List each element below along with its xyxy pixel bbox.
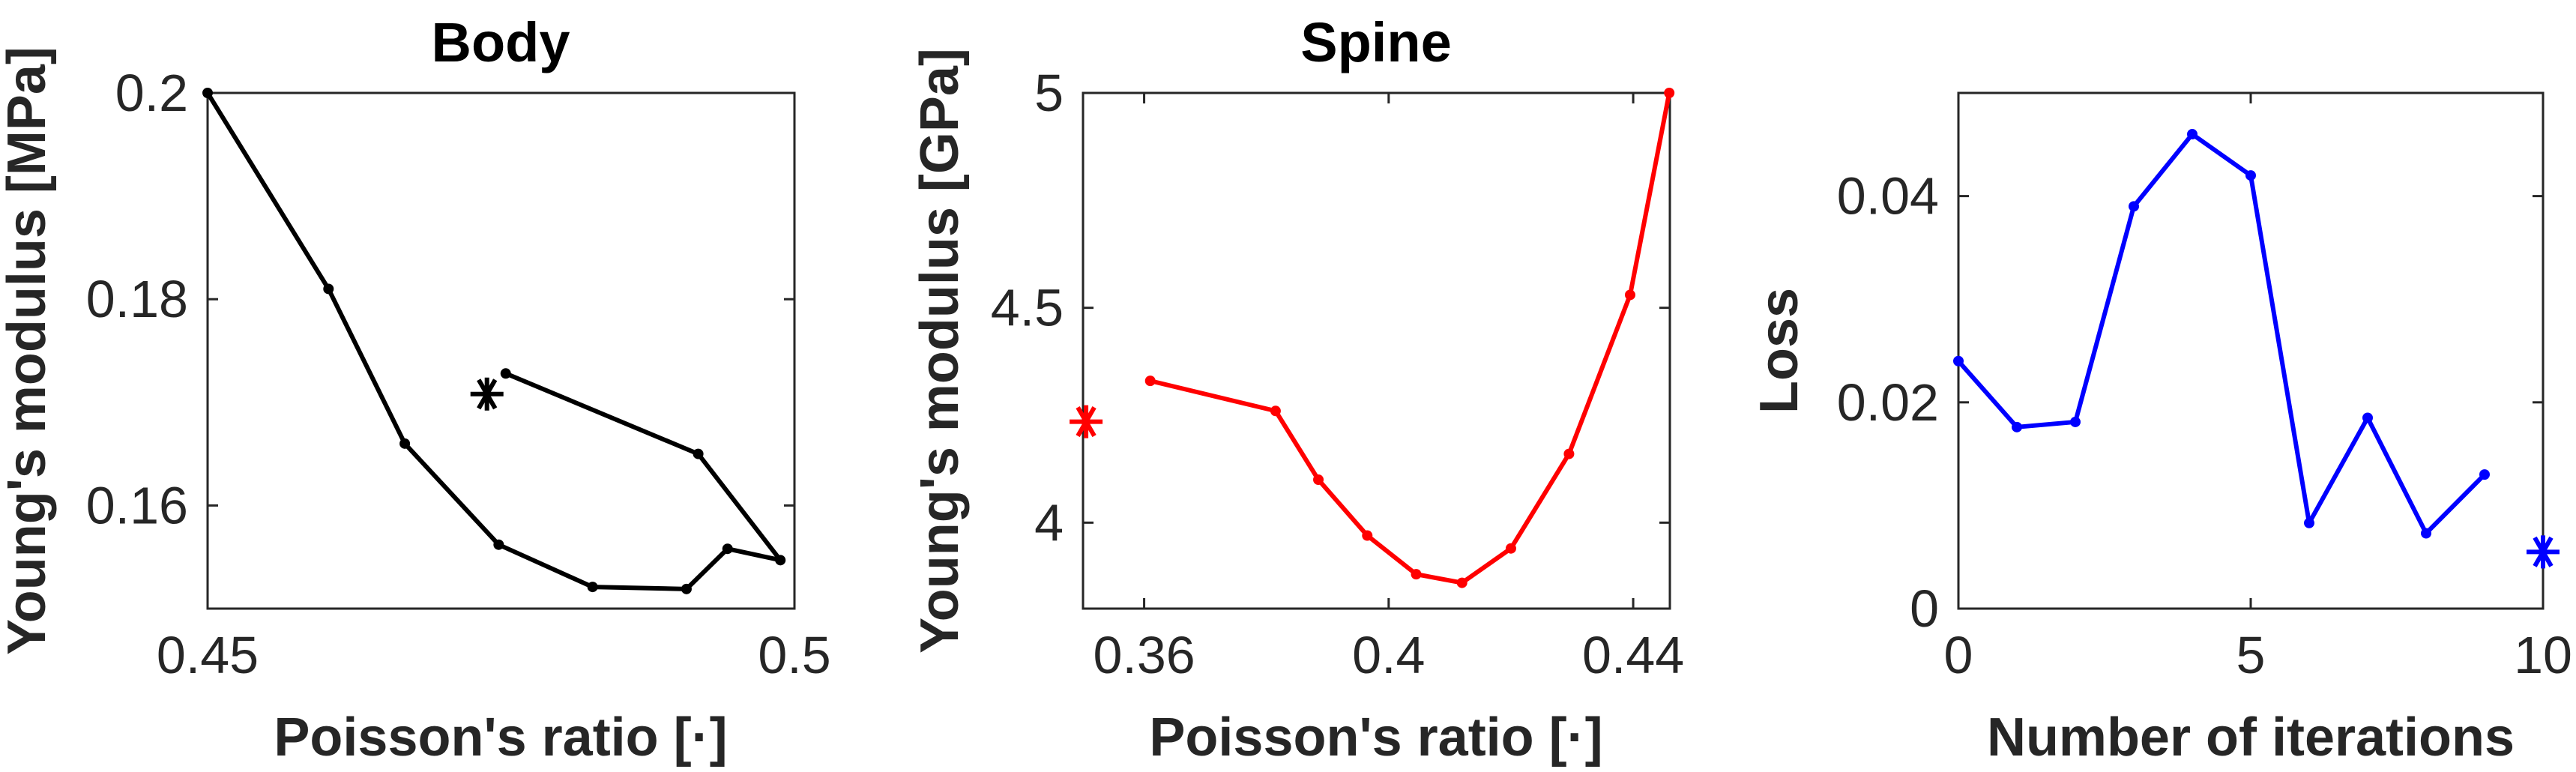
spine-x-tick-label: 0.4 (1352, 626, 1425, 684)
body-data-point (202, 88, 213, 98)
body-x-tick-label: 0.45 (157, 626, 259, 684)
body-data-point (323, 283, 334, 295)
spine-chart-title: Spine (1300, 11, 1451, 73)
body-y-tick-label: 0.16 (86, 476, 188, 534)
loss-data-point (2245, 170, 2256, 181)
loss-x-tick-label: 0 (1944, 626, 1973, 684)
loss-data-point (2479, 469, 2490, 480)
spine-data-point (1563, 448, 1575, 459)
body-y-axis-label: Young's modulus [MPa] (0, 46, 57, 655)
loss-chart: Number of iterations Loss 0 5 10 0 0.02 0.04 (1749, 91, 2572, 768)
spine-data-point (1456, 577, 1468, 588)
body-chart-title: Body (432, 11, 570, 73)
loss-series-line (1956, 132, 2487, 536)
loss-y-axis-label: Loss (1749, 288, 1809, 414)
spine-data-point (1664, 88, 1675, 98)
loss-data-point (2304, 517, 2314, 528)
spine-x-tick-label: 0.44 (1582, 626, 1684, 684)
body-final-point-marker (470, 377, 504, 411)
loss-x-tick-label: 5 (2236, 626, 2266, 684)
loss-x-axis-label: Number of iterations (1987, 708, 2515, 768)
spine-x-axis-label: Poisson's ratio [·] (1149, 708, 1602, 768)
body-data-point (681, 583, 692, 594)
body-data-point (587, 582, 598, 593)
loss-y-tick-label: 0 (1910, 579, 1939, 638)
body-series-line (205, 91, 783, 591)
spine-y-tick-label: 4.5 (991, 279, 1064, 337)
body-data-point (693, 448, 704, 459)
spine-data-point (1505, 543, 1516, 554)
loss-data-point (2070, 416, 2081, 427)
spine-chart: Spine Poisson's ratio [·] Young's modulu… (910, 11, 1684, 768)
spine-y-axis-label: Young's modulus [GPa] (910, 48, 970, 654)
loss-final-point-marker (2527, 535, 2560, 569)
spine-x-tick-label: 0.36 (1093, 626, 1195, 684)
body-data-point (399, 438, 411, 449)
spine-final-point-marker (1070, 405, 1103, 438)
loss-data-point (2129, 201, 2139, 212)
loss-data-point (1953, 355, 1964, 367)
body-x-axis-label: Poisson's ratio [·] (274, 708, 727, 768)
body-data-point (493, 539, 504, 550)
spine-data-point (1270, 405, 1281, 417)
loss-data-point (2012, 421, 2022, 432)
loss-y-tick-label: 0.04 (1837, 167, 1939, 226)
spine-data-point (1411, 569, 1422, 580)
body-data-point (775, 555, 786, 566)
spine-plot-frame (1082, 91, 1671, 610)
body-data-point (500, 368, 511, 379)
body-plot-frame (206, 91, 796, 610)
loss-data-point (2421, 528, 2431, 539)
body-y-tick-label: 0.18 (86, 270, 188, 328)
spine-series-line (1150, 92, 1672, 585)
body-data-point (722, 543, 733, 555)
loss-data-point (2187, 129, 2198, 140)
spine-data-point (1313, 474, 1324, 485)
spine-data-point (1144, 376, 1156, 387)
spine-data-point (1624, 289, 1635, 301)
body-chart: Body Poisson's ratio [·] Young's modulus… (0, 11, 831, 768)
loss-x-tick-label: 10 (2514, 626, 2572, 684)
spine-data-point (1362, 530, 1373, 541)
spine-y-tick-label: 4 (1034, 493, 1064, 552)
body-x-tick-label: 0.5 (758, 626, 830, 684)
loss-data-point (2362, 412, 2373, 423)
loss-y-tick-label: 0.02 (1837, 373, 1939, 432)
body-y-tick-label: 0.2 (115, 64, 188, 122)
spine-y-tick-label: 5 (1034, 64, 1064, 122)
